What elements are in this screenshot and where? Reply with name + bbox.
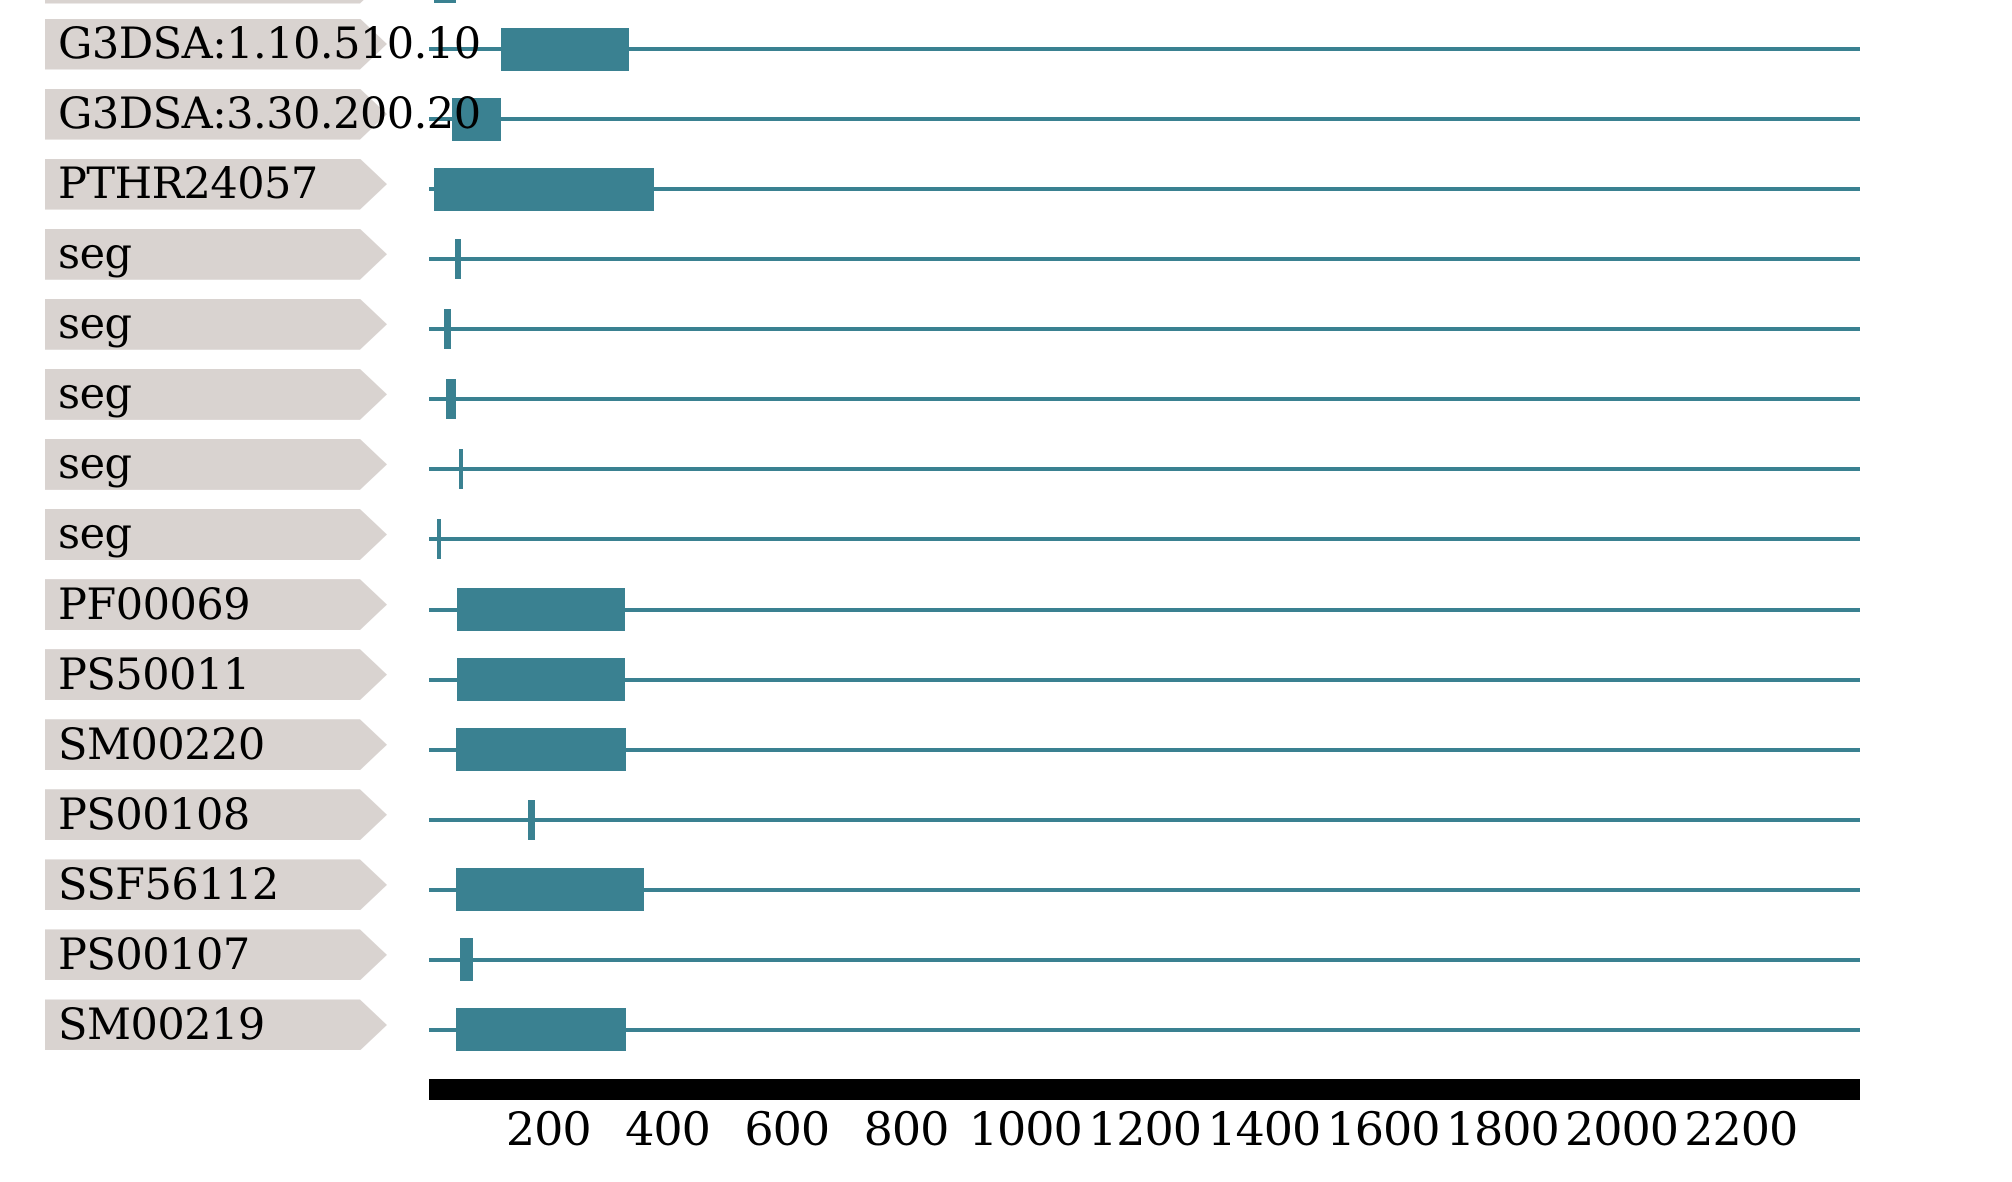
match-tick (443, 309, 452, 350)
track-label-pentagon[interactable]: SM00219 (45, 999, 387, 1050)
match-tick (433, 0, 456, 3)
axis-tick-label: 1000 (968, 1102, 1083, 1156)
track-label-text: PS00108 (58, 789, 250, 840)
track-line (429, 817, 1860, 822)
track-label-text: PTHR24057 (58, 159, 318, 210)
track-label-pentagon[interactable]: G3DSA:1.10.510.10 (45, 19, 481, 70)
track-label-pentagon[interactable]: PF00069 (45, 579, 387, 630)
label-arrow-shape (45, 159, 387, 210)
track-line (429, 957, 1860, 962)
track-label-pentagon[interactable]: seg (45, 369, 387, 420)
label-arrow-shape (45, 89, 387, 140)
label-arrow-shape (45, 859, 387, 910)
track-label-pentagon[interactable]: SSF56112 (45, 859, 387, 910)
label-arrow-shape (45, 19, 387, 70)
track-label-pentagon[interactable]: seg (45, 509, 387, 560)
axis-tick-label: 2000 (1564, 1102, 1679, 1156)
track-line (429, 257, 1860, 262)
match-tick (436, 519, 441, 560)
label-arrow-shape (45, 649, 387, 700)
match-bar (457, 658, 626, 702)
match-bar (452, 97, 502, 141)
match-tick (455, 239, 462, 280)
label-arrow-shape (45, 789, 387, 840)
track-line (429, 117, 1860, 122)
track-line (429, 887, 1860, 892)
label-arrow-shape (45, 999, 387, 1050)
track-line (429, 187, 1860, 192)
track-label-pentagon[interactable]: PS00108 (45, 789, 387, 840)
label-arrow-shape (45, 719, 387, 770)
match-bar (455, 868, 644, 912)
label-arrow-shape (45, 299, 387, 350)
track-label-text: SM00220 (58, 719, 265, 770)
axis-tick-label: 600 (744, 1102, 830, 1156)
axis-tick-label: 2200 (1684, 1102, 1798, 1156)
track-label-text: G3DSA:3.30.200.20 (58, 89, 481, 140)
track-label-pentagon[interactable]: PS50011 (45, 649, 387, 700)
track-label-text: PF00069 (58, 579, 251, 630)
axis-tick-label: 200 (505, 1102, 592, 1156)
axis-tick-label: 1400 (1207, 1102, 1321, 1156)
match-bar (455, 1008, 626, 1052)
track-line (429, 747, 1860, 752)
match-bar (457, 588, 626, 632)
axis-tick-label: 800 (863, 1102, 950, 1156)
track-label-text: seg (58, 299, 132, 350)
track-label-text: PS50011 (58, 649, 250, 700)
match-tick (446, 379, 456, 420)
match-bar (501, 27, 629, 71)
track-label-pentagon[interactable]: seg (45, 229, 387, 280)
track-label-pentagon[interactable]: seg (45, 439, 387, 490)
track-label-pentagon[interactable] (45, 0, 387, 4)
track-line (429, 677, 1860, 682)
track-label-pentagon[interactable]: SM00220 (45, 719, 387, 770)
match-bar (455, 728, 626, 772)
track-label-pentagon[interactable]: seg (45, 299, 387, 350)
label-arrow-shape (45, 229, 387, 280)
match-tick (527, 799, 536, 840)
label-arrow-shape (45, 439, 387, 490)
track-line (429, 607, 1860, 612)
axis-tick-label: 1800 (1445, 1102, 1560, 1156)
track-label-text: G3DSA:1.10.510.10 (58, 19, 481, 69)
track-line (429, 537, 1860, 542)
track-label-text: SM00219 (58, 999, 265, 1050)
axis-scale-bar (429, 1079, 1860, 1100)
track-line (429, 1027, 1860, 1032)
track-label-pentagon[interactable]: PS00107 (45, 929, 387, 980)
label-arrow-shape (45, 369, 387, 420)
track-line (429, 327, 1860, 332)
track-label-text: SSF56112 (58, 859, 279, 910)
track-line (429, 47, 1860, 51)
track-label-pentagon[interactable]: PTHR24057 (45, 159, 387, 210)
track-line (429, 397, 1860, 402)
label-arrow-shape (45, 929, 387, 980)
label-arrow-shape (45, 509, 387, 560)
axis-tick-label: 1200 (1087, 1102, 1202, 1156)
match-bar (460, 938, 474, 982)
track-label-text: PS00107 (58, 929, 250, 980)
match-bar (433, 167, 654, 211)
track-label-text: seg (58, 509, 132, 560)
track-label-text: seg (58, 439, 132, 490)
track-label-pentagon[interactable]: G3DSA:3.30.200.20 (45, 89, 481, 140)
label-arrow-shape (45, 579, 387, 630)
label-arrow-shape (45, 0, 387, 4)
axis-tick-label: 1600 (1326, 1102, 1440, 1156)
track-line (429, 467, 1860, 472)
track-label-text: seg (58, 229, 132, 280)
match-tick (458, 449, 463, 490)
track-label-text: seg (58, 369, 132, 420)
axis-tick-label: 400 (625, 1102, 711, 1156)
